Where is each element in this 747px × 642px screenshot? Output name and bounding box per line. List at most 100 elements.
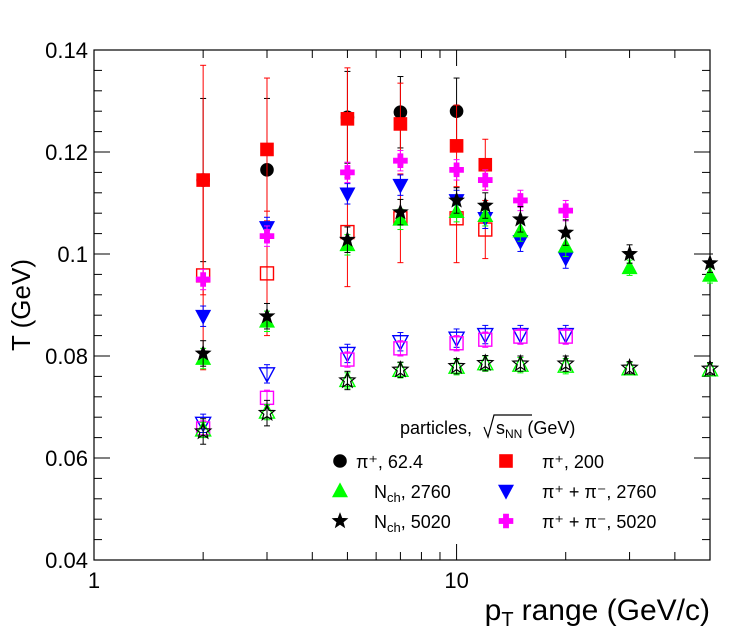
data-point — [194, 416, 212, 433]
axis-ticks — [93, 49, 710, 561]
legend-label-nch-2760-sub: ch — [387, 490, 401, 505]
data-point — [391, 335, 410, 352]
series-group — [195, 328, 573, 437]
sqrt-sign — [483, 414, 532, 439]
series-group — [193, 353, 720, 445]
data-point — [392, 178, 409, 194]
data-point — [260, 142, 274, 157]
y-tick-label: 0.04 — [45, 548, 88, 573]
series-group — [194, 187, 719, 367]
legend-marker — [331, 482, 349, 498]
y-tick-label: 0.12 — [45, 140, 88, 165]
y-tick-label: 0.14 — [45, 38, 88, 63]
legend-markers — [331, 454, 515, 529]
data-point — [701, 266, 719, 282]
data-point — [449, 336, 464, 351]
legend-label-nch-2760-rest: , 2760 — [401, 482, 451, 502]
data-point — [393, 117, 408, 131]
x-axis-label-symbol: p — [485, 594, 502, 627]
legend-label-nch-2760: Nch, 2760 — [374, 482, 451, 505]
data-point — [340, 165, 355, 180]
legend-marker — [498, 513, 514, 529]
legend-label-nch-5020: Nch, 5020 — [374, 512, 451, 535]
data-point — [558, 203, 574, 218]
data-point — [338, 370, 357, 389]
data-point — [558, 329, 573, 344]
data-point — [391, 203, 409, 220]
legend-label-nch-2760-main: N — [374, 482, 387, 502]
legend-header-sqrt: sNN (GeV) — [496, 418, 575, 441]
legend-marker — [499, 454, 513, 468]
legend-marker — [331, 512, 349, 529]
x-tick-label: 1 — [88, 568, 100, 593]
data-point — [478, 332, 493, 347]
data-point — [195, 309, 212, 325]
x-axis-label-sub: T — [501, 609, 513, 631]
data-point — [259, 228, 275, 244]
data-point — [393, 153, 408, 168]
legend-label-nch-5020-main: N — [374, 512, 387, 532]
data-point — [511, 210, 529, 227]
legend-header-text: particles, — [400, 418, 472, 438]
data-point — [259, 266, 275, 281]
legend-label-nch-5020-sub: ch — [387, 520, 401, 535]
data-point — [447, 331, 466, 348]
data-point — [513, 193, 528, 208]
data-point — [476, 353, 495, 371]
data-point — [340, 352, 355, 367]
y-tick-label: 0.1 — [57, 242, 88, 267]
data-point — [700, 359, 720, 377]
data-point — [393, 341, 408, 356]
data-point — [449, 162, 464, 178]
data-point — [258, 367, 276, 384]
legend-header-sqrt-s: s — [496, 418, 505, 438]
data-point — [477, 172, 493, 188]
data-point — [621, 245, 638, 262]
data-point — [449, 139, 464, 153]
legend-marker — [333, 454, 347, 468]
data-point — [339, 187, 356, 203]
series-group — [195, 173, 493, 371]
legend-label-pi-62: π⁺, 62.4 — [356, 452, 423, 472]
legend-label-pipm-2760: π⁺ + π⁻, 2760 — [542, 482, 656, 502]
data-point — [511, 354, 530, 372]
axis-tick-labels: 0.04 0.06 0.08 0.1 0.12 0.14 1 10 — [45, 38, 469, 593]
legend-label-pi-200: π⁺, 200 — [542, 452, 604, 472]
series-group — [195, 149, 574, 291]
data-point — [391, 360, 410, 378]
y-tick-label: 0.06 — [45, 446, 88, 471]
legend-label-pipm-5020: π⁺ + π⁻, 5020 — [542, 512, 656, 532]
y-axis-label: T (GeV) — [6, 259, 36, 351]
plot-frame — [93, 49, 711, 561]
legend-header-unit: (GeV) — [522, 418, 575, 438]
data-point — [621, 259, 638, 275]
data-point — [447, 356, 466, 375]
legend-marker — [497, 484, 515, 500]
series-group — [196, 70, 464, 263]
legend-label-nch-5020-rest: , 5020 — [401, 512, 451, 532]
x-axis-label: pT range (GeV/c) — [485, 594, 710, 631]
data-point — [513, 329, 528, 344]
data-points — [193, 64, 720, 445]
data-point — [701, 254, 719, 271]
legend-header: particles, — [400, 418, 472, 438]
data-point — [448, 191, 466, 208]
data-point — [557, 223, 575, 240]
legend-header-sqrt-sub: NN — [505, 427, 522, 441]
data-point — [556, 354, 575, 372]
data-point — [476, 196, 494, 213]
data-point — [476, 327, 494, 345]
legend: particles, sNN (GeV) π⁺, 62.4 π⁺, 200 Nc… — [331, 414, 656, 535]
data-point — [258, 307, 276, 324]
data-point — [340, 112, 355, 126]
data-point — [257, 403, 277, 421]
y-tick-label: 0.08 — [45, 344, 88, 369]
data-point — [338, 346, 357, 363]
data-point — [193, 421, 213, 440]
x-tick-label: 10 — [444, 568, 468, 593]
data-point — [194, 344, 212, 361]
data-point — [478, 157, 493, 172]
series-group — [194, 324, 575, 433]
